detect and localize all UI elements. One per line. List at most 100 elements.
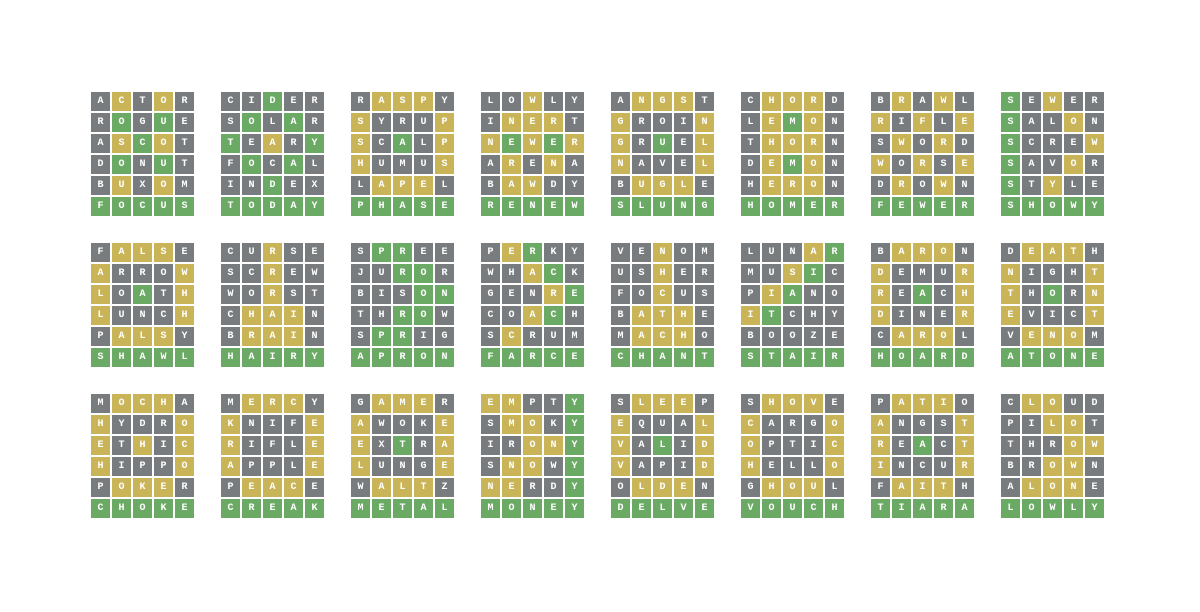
letter-tile-absent: [762, 436, 781, 455]
letter-tile-present: [263, 264, 282, 283]
letter-tile-correct: [372, 243, 391, 262]
guess-word: THROW: [1007, 440, 1113, 451]
letter-tile-correct: [481, 348, 500, 367]
wordle-board: GAMER AWOKE EXTRA LUNGE WALTZ METAL: [351, 394, 454, 518]
letter-tile-absent: [632, 243, 651, 262]
letter-tile-absent: [783, 306, 802, 325]
letter-tile-absent: [892, 113, 911, 132]
letter-tile-present: [632, 327, 651, 346]
letter-tile-correct: [544, 134, 563, 153]
letter-tile-absent: [1085, 243, 1104, 262]
letter-tile-correct: [372, 499, 391, 518]
letter-tile-correct: [783, 499, 802, 518]
letter-tile-absent: [892, 285, 911, 304]
letter-tile-present: [154, 394, 173, 413]
letter-tile-correct: [1001, 197, 1020, 216]
letter-tile-correct: [565, 394, 584, 413]
wordle-board: SEWER SALON SCREW SAVOR STYLE SHOWY: [1001, 92, 1104, 216]
letter-tile-absent: [1022, 113, 1041, 132]
letter-tile-absent: [305, 155, 324, 174]
letter-tile-present: [892, 478, 911, 497]
letter-tile-absent: [305, 394, 324, 413]
letter-tile-present: [783, 176, 802, 195]
letter-tile-present: [1043, 243, 1062, 262]
letter-tile-present: [565, 134, 584, 153]
letter-tile-present: [871, 264, 890, 283]
letter-tile-present: [913, 327, 932, 346]
letter-tile-absent: [674, 415, 693, 434]
letter-tile-correct: [263, 348, 282, 367]
letter-tile-present: [133, 394, 152, 413]
guess-word: SAVOR: [1007, 159, 1113, 170]
guess-word: TEARY: [227, 138, 333, 149]
letter-tile-present: [523, 436, 542, 455]
guess-word: SLUNG: [617, 201, 723, 212]
letter-tile-absent: [913, 176, 932, 195]
letter-tile-present: [913, 478, 932, 497]
letter-tile-present: [892, 92, 911, 111]
letter-tile-present: [523, 176, 542, 195]
guess-word: SMOKY: [487, 419, 593, 430]
letter-tile-absent: [112, 457, 131, 476]
letter-tile-present: [435, 436, 454, 455]
letter-tile-correct: [762, 348, 781, 367]
letter-tile-present: [1085, 134, 1104, 153]
letter-tile-correct: [1085, 197, 1104, 216]
guess-word: SEWER: [1007, 96, 1113, 107]
letter-tile-absent: [955, 327, 974, 346]
guess-word: LUNGE: [357, 461, 463, 472]
letter-tile-present: [414, 478, 433, 497]
letter-tile-present: [653, 306, 672, 325]
letter-tile-correct: [414, 197, 433, 216]
letter-tile-present: [351, 457, 370, 476]
letter-tile-absent: [1064, 92, 1083, 111]
letter-tile-correct: [523, 197, 542, 216]
letter-tile-correct: [565, 436, 584, 455]
letter-tile-present: [762, 285, 781, 304]
letter-tile-present: [1064, 457, 1083, 476]
letter-tile-absent: [435, 394, 454, 413]
guess-word: GROIN: [617, 117, 723, 128]
wordle-board: LUNAR MUSIC PIANO ITCHY BOOZE STAIR: [741, 243, 844, 367]
letter-tile-absent: [112, 264, 131, 283]
guess-word: CAROL: [877, 331, 983, 342]
letter-tile-absent: [133, 264, 152, 283]
letter-tile-absent: [242, 176, 261, 195]
letter-tile-absent: [783, 243, 802, 262]
letter-tile-correct: [892, 348, 911, 367]
letter-tile-absent: [305, 176, 324, 195]
letter-tile-absent: [242, 134, 261, 153]
guess-word: GRUEL: [617, 138, 723, 149]
letter-tile-present: [414, 394, 433, 413]
letter-tile-present: [263, 394, 282, 413]
letter-tile-present: [351, 436, 370, 455]
letter-tile-correct: [741, 348, 760, 367]
guess-word: GAMER: [357, 398, 463, 409]
letter-tile-correct: [1064, 197, 1083, 216]
letter-tile-correct: [653, 348, 672, 367]
letter-tile-absent: [871, 134, 890, 153]
letter-tile-present: [934, 176, 953, 195]
letter-tile-present: [611, 436, 630, 455]
letter-tile-correct: [892, 499, 911, 518]
letter-tile-absent: [242, 457, 261, 476]
guess-word: ASCOT: [97, 138, 203, 149]
letter-tile-absent: [913, 134, 932, 153]
letter-tile-present: [372, 176, 391, 195]
guess-word: FOCUS: [617, 289, 723, 300]
letter-tile-absent: [435, 327, 454, 346]
letter-tile-absent: [783, 327, 802, 346]
letter-tile-present: [783, 264, 802, 283]
letter-tile-absent: [112, 285, 131, 304]
letter-tile-absent: [695, 478, 714, 497]
letter-tile-correct: [804, 499, 823, 518]
guess-word: INERT: [487, 117, 593, 128]
letter-tile-absent: [565, 243, 584, 262]
letter-tile-absent: [955, 134, 974, 153]
letter-tile-absent: [481, 155, 500, 174]
letter-tile-present: [695, 134, 714, 153]
letter-tile-absent: [1043, 134, 1062, 153]
letter-tile-present: [393, 176, 412, 195]
letter-tile-present: [435, 155, 454, 174]
letter-tile-absent: [1022, 457, 1041, 476]
